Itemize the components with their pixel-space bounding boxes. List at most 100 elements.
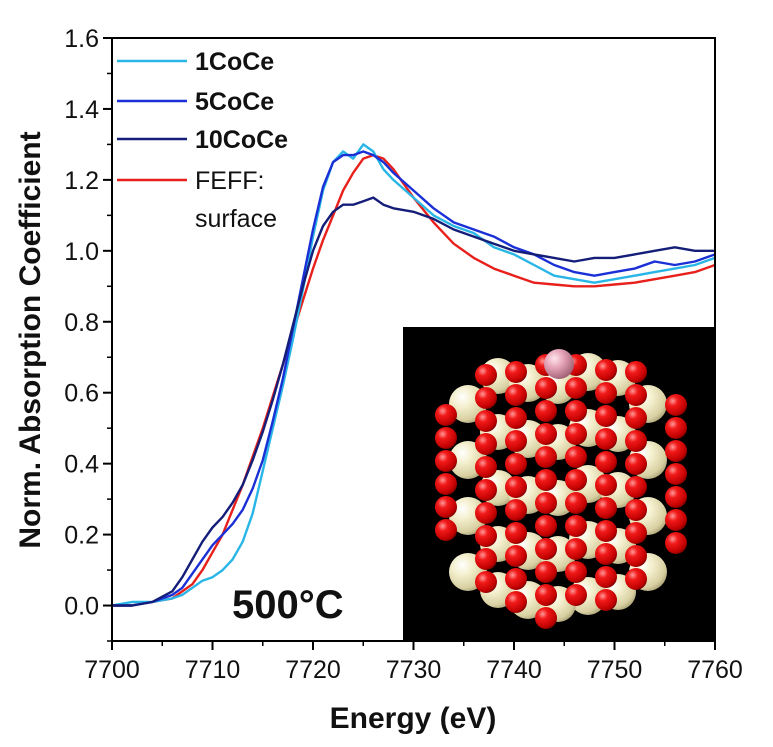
o-atom [505, 384, 527, 406]
o-atom [535, 377, 557, 399]
o-atom [595, 589, 617, 611]
o-atom [625, 499, 647, 521]
o-atom [665, 463, 687, 485]
series-line-2 [112, 196, 715, 607]
y-axis-title: Norm. Absorption Coefficient [14, 131, 47, 548]
o-atom [565, 446, 587, 468]
o-atom [665, 532, 687, 554]
o-atom [595, 520, 617, 542]
o-atom [505, 430, 527, 452]
o-atom [435, 427, 457, 449]
y-tick-label: 0.2 [64, 522, 99, 550]
o-atom [565, 515, 587, 537]
o-atom [665, 509, 687, 531]
legend-label-0: 1CoCe [195, 48, 274, 76]
o-atom [625, 361, 647, 383]
o-atom [595, 566, 617, 588]
y-tick-label: 0.6 [64, 380, 99, 408]
o-atom [665, 394, 687, 416]
x-tick-label: 7740 [486, 656, 542, 684]
x-tick-label: 7750 [587, 656, 643, 684]
legend-label-1: 5CoCe [195, 88, 274, 116]
o-atom [475, 479, 497, 501]
o-atom [505, 499, 527, 521]
o-atom [665, 417, 687, 439]
inset-cluster-model [403, 327, 715, 641]
x-tick-label: 7760 [687, 656, 743, 684]
o-atom [475, 433, 497, 455]
o-atom [535, 423, 557, 445]
o-atom [565, 584, 587, 606]
o-atom [565, 492, 587, 514]
o-atom [595, 359, 617, 381]
x-tick-label: 7720 [285, 656, 341, 684]
o-atom [565, 561, 587, 583]
o-atom [475, 571, 497, 593]
o-atom [665, 440, 687, 462]
co-atom [544, 349, 574, 379]
o-atom [505, 568, 527, 590]
o-atom [535, 515, 557, 537]
o-atom [625, 545, 647, 567]
o-atom [475, 502, 497, 524]
o-atom [565, 538, 587, 560]
y-tick-label: 1.0 [64, 238, 99, 266]
o-atom [595, 382, 617, 404]
o-atom [625, 407, 647, 429]
o-atom [625, 568, 647, 590]
o-atom [565, 423, 587, 445]
o-atom [535, 607, 557, 629]
y-tick-label: 1.4 [64, 96, 99, 124]
o-atom [565, 377, 587, 399]
y-tick-label: 0.0 [64, 593, 99, 621]
x-axis-title: Energy (eV) [330, 702, 497, 735]
o-atom [595, 497, 617, 519]
o-atom [505, 361, 527, 383]
o-atom [535, 561, 557, 583]
o-atom [595, 428, 617, 450]
o-atom [435, 404, 457, 426]
o-atom [535, 469, 557, 491]
o-atom [435, 496, 457, 518]
o-atom [475, 456, 497, 478]
x-tick-label: 7710 [185, 656, 241, 684]
o-atom [565, 469, 587, 491]
o-atom [625, 384, 647, 406]
o-atom [595, 405, 617, 427]
temperature-annotation: 500°C [232, 583, 344, 627]
o-atom [625, 430, 647, 452]
x-tick-label: 7700 [84, 656, 140, 684]
legend-label-2: 10CoCe [195, 126, 288, 154]
o-atom [505, 407, 527, 429]
legend-label-3: FEFF: surface [195, 167, 277, 233]
y-tick-label: 1.2 [64, 167, 99, 195]
o-atom [505, 476, 527, 498]
o-atom [595, 451, 617, 473]
o-atom [505, 453, 527, 475]
o-atom [535, 584, 557, 606]
o-atom [665, 486, 687, 508]
o-atom [625, 522, 647, 544]
y-tick-label: 1.6 [64, 25, 99, 53]
series-line-1 [112, 150, 715, 607]
o-atom [625, 453, 647, 475]
o-atom [475, 387, 497, 409]
o-atom [595, 543, 617, 565]
o-atom [535, 446, 557, 468]
o-atom [505, 591, 527, 613]
o-atom [535, 492, 557, 514]
o-atom [475, 525, 497, 547]
o-atom [595, 474, 617, 496]
o-atom [505, 522, 527, 544]
o-atom [475, 364, 497, 386]
legend: 1CoCe 5CoCe 10CoCe FEFF: surface [117, 48, 288, 233]
o-atom [505, 545, 527, 567]
o-atom [435, 450, 457, 472]
o-atom [625, 476, 647, 498]
o-atom [535, 538, 557, 560]
o-atom [535, 400, 557, 422]
o-atom [565, 400, 587, 422]
o-atom [435, 473, 457, 495]
o-atom [475, 410, 497, 432]
